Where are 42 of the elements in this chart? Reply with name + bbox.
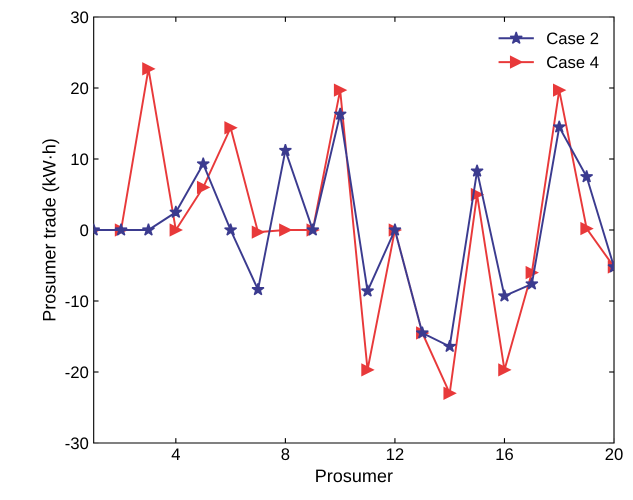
point (470, 164, 484, 177)
y-tick-label: -30 (65, 437, 88, 450)
x-tick-label: 8 (281, 448, 290, 460)
legend-label: Case 2 (547, 32, 598, 44)
point (498, 289, 512, 302)
point (552, 84, 566, 96)
x-tick-label: 12 (386, 448, 404, 460)
y-tick-label: 0 (80, 224, 88, 236)
point (443, 339, 456, 352)
point (252, 226, 264, 238)
point (279, 224, 292, 236)
point (251, 282, 265, 296)
point (443, 387, 456, 400)
y-tick-label: 30 (70, 11, 88, 24)
x-tick-label: 4 (172, 448, 180, 460)
point (278, 144, 292, 156)
point (169, 205, 182, 218)
point (170, 224, 182, 236)
point (498, 364, 511, 376)
x-tick-label: 16 (496, 448, 514, 460)
point (196, 181, 210, 194)
point (334, 84, 346, 96)
point (552, 120, 566, 133)
point (142, 62, 155, 76)
y-tick-label: -10 (65, 295, 88, 308)
point (360, 284, 374, 297)
point (361, 364, 374, 376)
y-tick-label: -20 (65, 366, 88, 378)
point (580, 222, 593, 235)
point (196, 157, 210, 170)
y-tick-label: 20 (71, 82, 88, 94)
point (224, 122, 237, 134)
x-axis-title: Prosumer (316, 470, 393, 482)
point (142, 223, 156, 236)
legend-label: Case 4 (547, 56, 599, 68)
point (525, 277, 538, 290)
point (334, 107, 347, 120)
point (224, 223, 238, 236)
x-tick-label: 20 (606, 448, 623, 460)
y-tick-label: 10 (72, 153, 88, 166)
point (580, 170, 594, 182)
y-axis-title: Prosumer trade (kW·h) (42, 139, 60, 320)
